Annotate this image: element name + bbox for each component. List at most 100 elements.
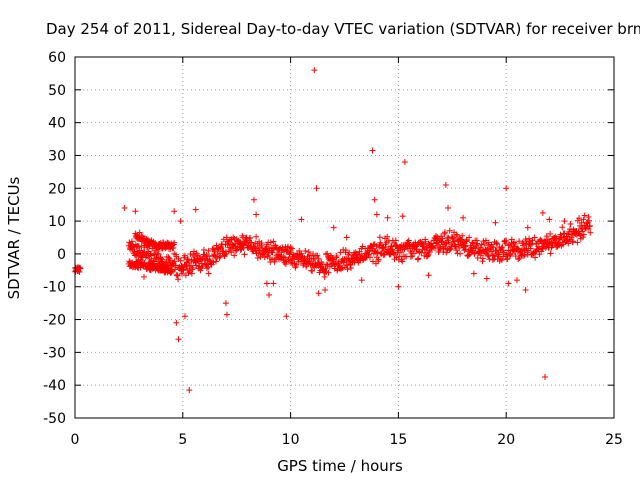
data-point bbox=[516, 238, 523, 245]
axis-ticks: -50 -40 -30 -20 -10 0 10 20 30 40 50 60 0 5 10 15 20 25 bbox=[43, 50, 623, 448]
data-point bbox=[579, 226, 586, 233]
data-point bbox=[171, 239, 178, 246]
data-point bbox=[287, 244, 294, 251]
y-tick-label: -30 bbox=[43, 345, 66, 361]
data-point bbox=[152, 255, 159, 262]
data-point bbox=[281, 254, 288, 261]
data-point bbox=[512, 240, 519, 247]
data-point bbox=[483, 275, 490, 282]
data-point bbox=[194, 252, 201, 259]
data-point bbox=[280, 254, 287, 261]
data-point bbox=[314, 252, 321, 259]
data-point bbox=[293, 261, 300, 268]
data-point bbox=[527, 241, 534, 248]
data-point bbox=[305, 249, 312, 256]
data-point bbox=[498, 256, 505, 263]
data-point bbox=[285, 243, 292, 250]
plot-border bbox=[74, 56, 615, 419]
x-tick-label: 25 bbox=[605, 432, 623, 448]
data-point bbox=[373, 211, 380, 218]
data-point bbox=[213, 258, 220, 265]
data-point bbox=[365, 251, 372, 258]
data-point bbox=[422, 238, 429, 245]
data-point bbox=[580, 216, 587, 223]
data-point bbox=[513, 277, 520, 284]
data-point bbox=[231, 252, 238, 259]
data-point bbox=[426, 247, 433, 254]
y-tick-label: 40 bbox=[48, 116, 66, 132]
data-point bbox=[283, 248, 290, 255]
data-point bbox=[233, 247, 240, 254]
data-point bbox=[395, 283, 402, 290]
data-point bbox=[253, 211, 260, 218]
data-point bbox=[384, 233, 391, 240]
data-point bbox=[135, 243, 142, 250]
data-point bbox=[546, 216, 553, 223]
data-point bbox=[480, 238, 487, 245]
data-point bbox=[584, 219, 591, 226]
data-point bbox=[165, 254, 172, 261]
data-point bbox=[177, 257, 184, 264]
data-point bbox=[560, 241, 567, 248]
data-point bbox=[579, 234, 586, 241]
data-point bbox=[220, 236, 227, 243]
x-axis-label: GPS time / hours bbox=[277, 457, 403, 475]
y-tick-label: 0 bbox=[57, 247, 66, 263]
data-point bbox=[205, 270, 212, 277]
data-point bbox=[358, 277, 365, 284]
data-point bbox=[532, 254, 539, 261]
data-point bbox=[180, 266, 187, 273]
data-point bbox=[309, 267, 316, 274]
data-point bbox=[542, 373, 549, 380]
data-point bbox=[478, 241, 485, 248]
data-point bbox=[555, 242, 562, 249]
data-point bbox=[369, 147, 376, 154]
x-tick-label: 10 bbox=[282, 432, 300, 448]
y-tick-label: 30 bbox=[48, 148, 66, 164]
data-point bbox=[439, 235, 446, 242]
data-point bbox=[288, 245, 295, 252]
data-points bbox=[72, 67, 594, 394]
data-point bbox=[399, 258, 406, 265]
data-point bbox=[470, 270, 477, 277]
data-point bbox=[356, 248, 363, 255]
data-point bbox=[503, 185, 510, 192]
data-point bbox=[539, 209, 546, 216]
data-point bbox=[313, 185, 320, 192]
data-point bbox=[445, 239, 452, 246]
data-point bbox=[481, 240, 488, 247]
data-point bbox=[298, 216, 305, 223]
plot-frame bbox=[74, 56, 615, 419]
data-point bbox=[386, 251, 393, 258]
x-tick-label: 20 bbox=[497, 432, 515, 448]
data-point bbox=[585, 217, 592, 224]
data-point bbox=[587, 229, 594, 236]
data-point bbox=[469, 239, 476, 246]
data-point bbox=[387, 251, 394, 258]
data-point bbox=[376, 234, 383, 241]
data-point bbox=[171, 258, 178, 265]
data-point bbox=[266, 291, 273, 298]
data-point bbox=[485, 253, 492, 260]
data-point bbox=[389, 246, 396, 253]
data-point bbox=[283, 313, 290, 320]
y-tick-label: 20 bbox=[48, 181, 66, 197]
y-tick-label: -50 bbox=[43, 411, 66, 427]
data-point bbox=[535, 244, 542, 251]
data-point bbox=[586, 222, 593, 229]
data-point bbox=[443, 249, 450, 256]
data-point bbox=[76, 268, 83, 275]
data-point bbox=[446, 227, 453, 234]
data-point bbox=[526, 235, 533, 242]
y-tick-label: -10 bbox=[43, 280, 66, 296]
data-point bbox=[373, 243, 380, 250]
data-point bbox=[441, 229, 448, 236]
data-point bbox=[77, 265, 84, 272]
data-point bbox=[492, 219, 499, 226]
data-point bbox=[520, 253, 527, 260]
x-tick-label: 0 bbox=[71, 432, 80, 448]
data-point bbox=[463, 238, 470, 245]
data-point bbox=[531, 234, 538, 241]
data-point bbox=[330, 224, 337, 231]
data-point bbox=[248, 239, 255, 246]
